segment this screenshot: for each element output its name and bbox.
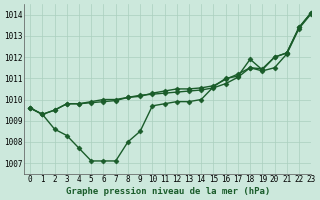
X-axis label: Graphe pression niveau de la mer (hPa): Graphe pression niveau de la mer (hPa) <box>66 187 270 196</box>
